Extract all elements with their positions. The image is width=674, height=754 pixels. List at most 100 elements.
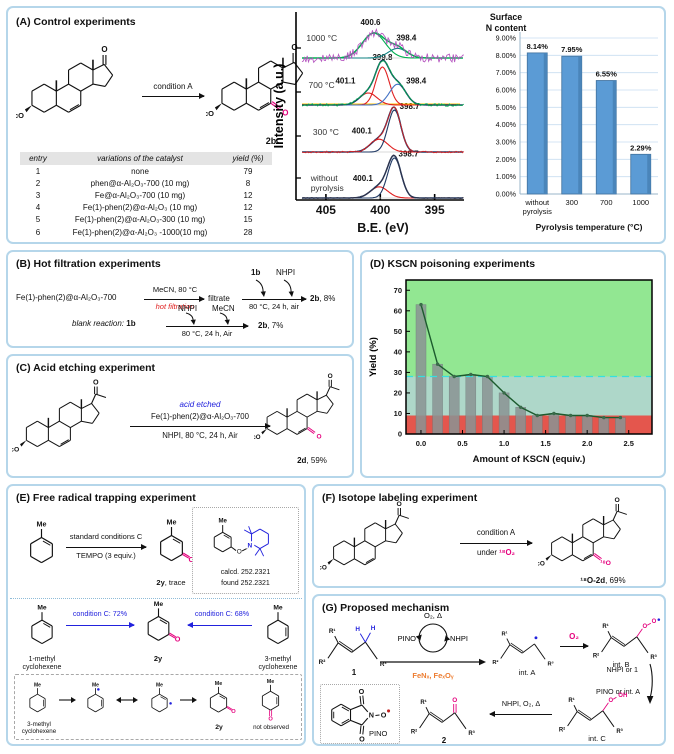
svg-text:1000: 1000 (632, 198, 649, 207)
down-arrow-icon (646, 663, 654, 704)
svg-text:AcO: AcO (12, 447, 19, 454)
tempo-adduct-box: Me O N calcd. 252.2321 found 252.2321 (192, 507, 299, 594)
svg-text:Pyrolysis temperature (°C): Pyrolysis temperature (°C) (536, 222, 643, 232)
steroid-reactant-structure: AcO O (320, 501, 409, 572)
panel-proposed-mechanism: (G) Proposed mechanism R¹ R² R³ H H 1 O₂, Δ … (312, 594, 666, 746)
intermediate-a-structure: R¹ R² R³ (492, 631, 553, 668)
cell-catalyst: none (131, 166, 149, 176)
svg-text:398.4: 398.4 (406, 76, 427, 85)
svg-text:8.14%: 8.14% (527, 42, 549, 51)
methylcyclohexene-structure: Me (30, 520, 53, 564)
svg-text:Me: Me (154, 601, 164, 608)
svg-text:0.5: 0.5 (457, 439, 467, 448)
standard-conditions-label: standard conditions C (69, 532, 143, 541)
cell-yield: 8 (245, 178, 251, 188)
3-methylcyclohexene-structure: Me (267, 605, 289, 645)
reagent-hook-icon (185, 312, 196, 325)
product-bold: 2d (297, 456, 307, 465)
cell-entry: 6 (35, 227, 41, 237)
svg-text:R²: R² (559, 727, 565, 734)
catalyst-name: Fe(1)-phen(2)@α-Al₂O₃-700 (151, 412, 249, 421)
product-rest: , 59% (306, 456, 327, 465)
reagent-hook-icon (283, 279, 294, 297)
svg-text:7.95%: 7.95% (561, 45, 583, 54)
cycle-nhpi-label: NHPI (450, 634, 468, 643)
svg-text:400.6: 400.6 (360, 18, 381, 27)
svg-text:0: 0 (398, 430, 402, 439)
svg-text:4.00%: 4.00% (496, 120, 517, 129)
svg-text:Me: Me (218, 518, 227, 525)
svg-text:O: O (359, 735, 365, 743)
xps-spectra-chart: 405 400 395 B.E. (eV) Intensity (a.u.) withou… (272, 12, 465, 235)
svg-text:O: O (642, 624, 647, 630)
svg-text:¹⁸O: ¹⁸O (600, 560, 611, 567)
svg-text:700 °C: 700 °C (309, 80, 335, 90)
product-2d-label: 2d, 59% (274, 456, 350, 466)
svg-text:O: O (608, 698, 613, 704)
cell-entry: 4 (35, 203, 41, 213)
o2-18-label: ¹⁸O₂ (499, 548, 515, 557)
svg-text:O: O (282, 108, 288, 117)
svg-text:Me: Me (215, 681, 222, 687)
cycle-pino-label: PINO (398, 634, 417, 643)
svg-text:pyrolysis: pyrolysis (311, 183, 344, 193)
svg-text:O: O (231, 709, 236, 715)
product-2b-label: 2b (265, 136, 277, 146)
svg-text:300 °C: 300 °C (313, 127, 339, 137)
reagent-hook-icon (219, 312, 230, 325)
table-row: 5 Fe(1)-phen(2)@α-Al₂O₃-300 (10 mg) 15 (20, 214, 272, 226)
panel-b-title: (B) Hot filtration experiments (16, 258, 161, 270)
svg-text:R³: R³ (380, 661, 387, 668)
svg-text:pyrolysis: pyrolysis (523, 207, 552, 216)
svg-text:70: 70 (394, 286, 402, 295)
svg-text:1.5: 1.5 (540, 439, 550, 448)
svg-text:O: O (397, 501, 402, 508)
resonance-arrow-icon (116, 697, 138, 703)
cycle-o2-label: O₂, Δ (424, 611, 442, 620)
panel-radical-trapping: (E) Free radical trapping experiment Me … (6, 484, 306, 746)
svg-text:50: 50 (394, 327, 402, 336)
svg-text:R³: R³ (468, 730, 474, 737)
panel-kscn-poisoning: (D) KSCN poisoning experiments 0 10 20 30 40… (360, 250, 666, 478)
condition-c-arrow-left (187, 621, 252, 628)
svg-text:2.0: 2.0 (582, 439, 592, 448)
reagent-hook-icon (255, 279, 266, 297)
svg-text:Me: Me (37, 605, 47, 612)
svg-text:3.00%: 3.00% (496, 138, 517, 147)
substrate-1-structure: R¹ R² R³ H H (319, 625, 387, 668)
label-bold: 2y (156, 578, 165, 587)
svg-text:O: O (381, 710, 387, 719)
svg-text:9.00%: 9.00% (496, 34, 517, 43)
intermediate-b-structure: R¹ R² R³ OO (593, 618, 661, 661)
svg-text:O: O (328, 373, 333, 380)
reagent-1b: 1b (251, 268, 261, 277)
svg-text:300: 300 (565, 198, 578, 207)
svg-text:R¹: R¹ (502, 631, 508, 638)
kscn-yield-chart: 0 10 20 30 40 50 60 70 0.0 0.5 1.0 1.5 2.0 2.5 Amount … (368, 279, 653, 465)
svg-text:Me: Me (92, 682, 99, 688)
filtrate-label: filtrate (208, 294, 230, 303)
svg-text:Me: Me (37, 520, 47, 528)
int-a-label: int. A (518, 668, 536, 677)
table-header: yield (%) (224, 152, 272, 165)
panel-isotope-labeling: (F) Isotope labeling experiment AcO O con… (312, 484, 666, 588)
svg-text:Amount of KSCN (equiv.): Amount of KSCN (equiv.) (473, 454, 586, 465)
svg-text:405: 405 (316, 203, 336, 217)
result-rest: , 7% (267, 321, 284, 330)
svg-text:N content: N content (486, 23, 527, 33)
cell-catalyst: Fe@α-Al₂O₃-700 (10 mg) (94, 190, 186, 200)
panel-e-title: (E) Free radical trapping experiment (16, 492, 196, 504)
svg-text:N: N (248, 543, 253, 550)
svg-text:O: O (316, 434, 321, 441)
cycle-arrowhead-icon (415, 634, 422, 641)
3-methylcyclohexene-label: 3-methyl cyclohexene (21, 721, 57, 736)
o2-arrow (560, 642, 589, 649)
reaction-arrow (142, 92, 205, 99)
svg-text:AcO: AcO (538, 561, 545, 568)
svg-text:0.0: 0.0 (416, 439, 426, 448)
under-text: under (477, 548, 497, 557)
svg-text:0.00%: 0.00% (496, 190, 517, 199)
acid-etched-label: acid etched (179, 400, 221, 409)
svg-text:R²: R² (319, 659, 326, 666)
cell-catalyst: Fe(1)-phen(2)@α-Al₂O₃ -1000(10 mg) (72, 227, 208, 237)
